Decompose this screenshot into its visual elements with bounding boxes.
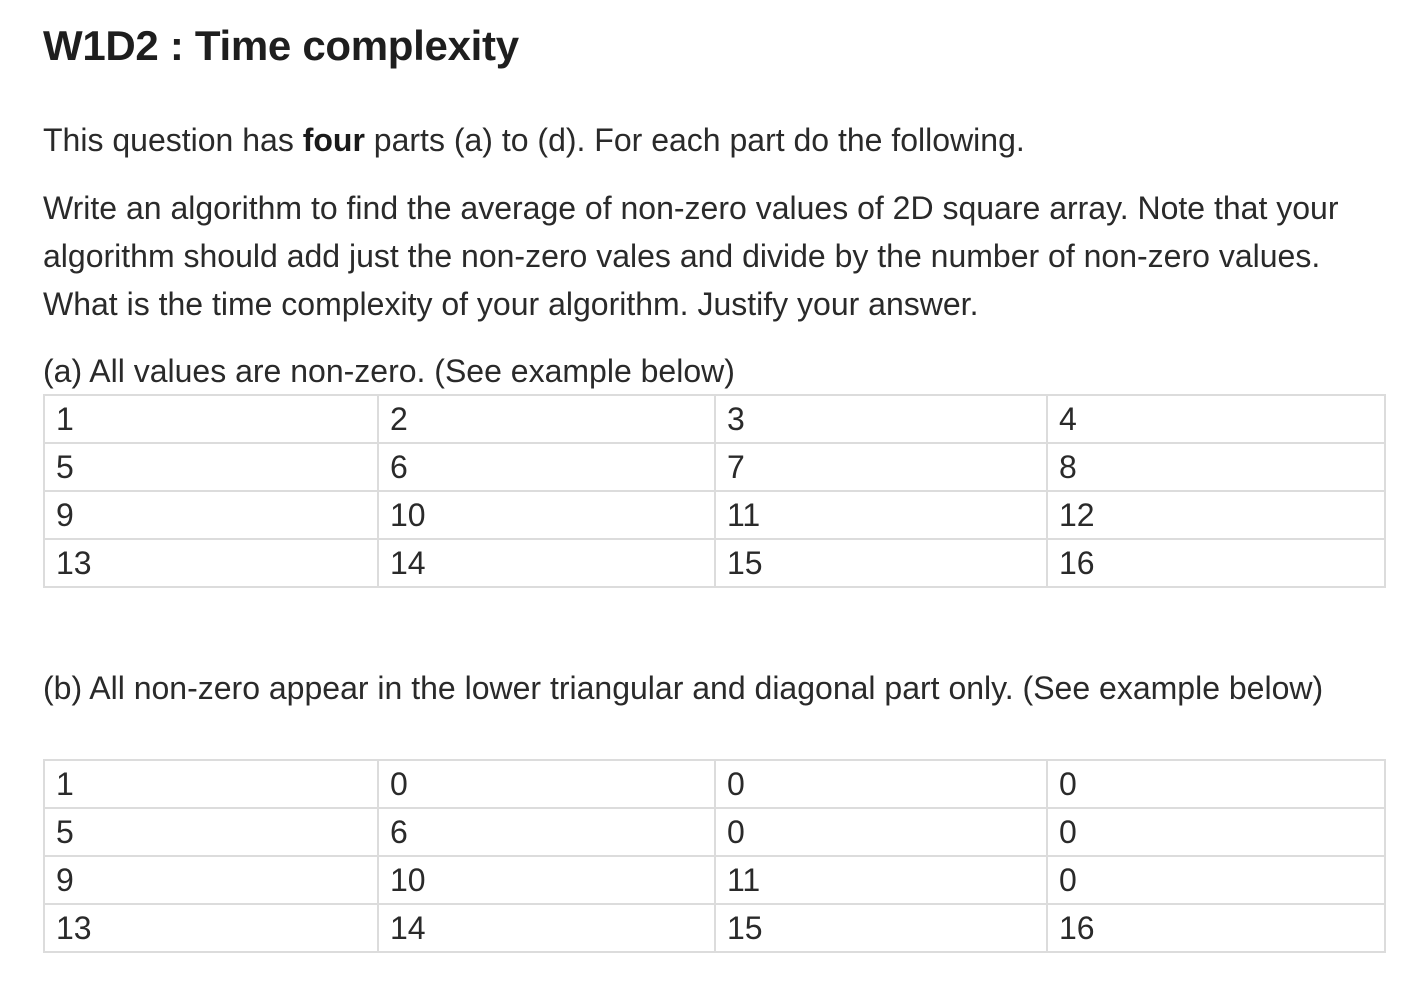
table-cell: 14	[377, 538, 716, 588]
table-cell: 11	[714, 855, 1048, 905]
table-cell: 5	[43, 442, 379, 492]
table-row: 13 14 15 16	[43, 538, 1386, 588]
table-cell: 5	[43, 807, 379, 857]
table-row: 9 10 11 12	[43, 490, 1386, 540]
table-cell: 0	[714, 807, 1048, 857]
part-b-table: 1 0 0 0 5 6 0 0 9 10 11 0 13 14 15 16	[43, 759, 1386, 953]
table-cell: 1	[43, 394, 379, 444]
page-title: W1D2 : Time complexity	[43, 22, 519, 69]
part-a-table: 1 2 3 4 5 6 7 8 9 10 11 12 13 14 15 16	[43, 394, 1386, 588]
table-cell: 11	[714, 490, 1048, 540]
table-cell: 9	[43, 490, 379, 540]
table-cell: 2	[377, 394, 716, 444]
table-cell: 16	[1046, 538, 1386, 588]
part-a-label: (a) All values are non-zero. (See exampl…	[43, 353, 735, 389]
table-cell: 10	[377, 855, 716, 905]
table-cell: 13	[43, 903, 379, 953]
table-cell: 0	[1046, 759, 1386, 809]
table-row: 5 6 0 0	[43, 807, 1386, 857]
table-cell: 4	[1046, 394, 1386, 444]
table-cell: 0	[377, 759, 716, 809]
table-cell: 0	[1046, 807, 1386, 857]
table-cell: 6	[377, 442, 716, 492]
table-row: 5 6 7 8	[43, 442, 1386, 492]
table-row: 1 2 3 4	[43, 394, 1386, 444]
table-cell: 7	[714, 442, 1048, 492]
table-cell: 0	[714, 759, 1048, 809]
table-cell: 10	[377, 490, 716, 540]
table-cell: 6	[377, 807, 716, 857]
intro-bold-count: four	[302, 122, 365, 158]
table-cell: 15	[714, 538, 1048, 588]
table-cell: 16	[1046, 903, 1386, 953]
table-cell: 8	[1046, 442, 1386, 492]
table-cell: 3	[714, 394, 1048, 444]
intro-text-after: parts (a) to (d). For each part do the f…	[364, 122, 1025, 158]
table-cell: 13	[43, 538, 379, 588]
table-row: 9 10 11 0	[43, 855, 1386, 905]
table-cell: 9	[43, 855, 379, 905]
table-row: 13 14 15 16	[43, 903, 1386, 953]
intro-paragraph: This question has four parts (a) to (d).…	[43, 116, 1025, 164]
table-cell: 15	[714, 903, 1048, 953]
intro-text-before: This question has	[43, 122, 303, 158]
table-cell: 14	[377, 903, 716, 953]
table-row: 1 0 0 0	[43, 759, 1386, 809]
table-cell: 0	[1046, 855, 1386, 905]
part-b-label: (b) All non-zero appear in the lower tri…	[43, 670, 1324, 706]
table-cell: 12	[1046, 490, 1386, 540]
task-paragraph: Write an algorithm to find the average o…	[43, 190, 1339, 322]
table-cell: 1	[43, 759, 379, 809]
